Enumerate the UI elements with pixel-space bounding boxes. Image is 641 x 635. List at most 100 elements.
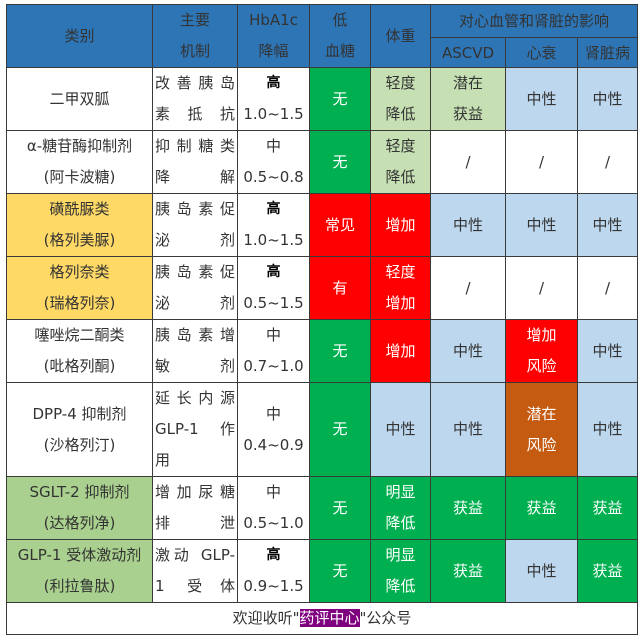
kidney-cell-line: 中性 bbox=[592, 420, 623, 438]
table-row: 格列奈类 (瑞格列奈) 胰岛素促 泌剂 高 0.5~1.5 有 轻度 增加 / / / bbox=[6, 256, 639, 320]
weight-cell-line: 轻度 bbox=[385, 137, 416, 155]
header-kidney: 肾脏病 bbox=[576, 37, 639, 68]
hypoglycemia-cell: 有 bbox=[309, 256, 371, 320]
header-hba1c-line2: 降幅 bbox=[258, 42, 289, 60]
header-ascvd: ASCVD bbox=[430, 37, 506, 68]
hba1c-cell: 高 1.0~1.5 bbox=[237, 67, 310, 131]
heart-failure-cell-line: 风险 bbox=[526, 435, 557, 454]
header-hba1c-line1: HbA1c bbox=[249, 11, 298, 29]
heart-failure-cell-line: 增加 bbox=[526, 326, 557, 344]
hypoglycemia-cell: 无 bbox=[309, 476, 371, 540]
hba1c-level: 中 bbox=[265, 137, 281, 155]
category-cell: SGLT-2 抑制剂 (达格列净) bbox=[6, 476, 153, 540]
hypoglycemia-cell-line: 常见 bbox=[324, 215, 355, 234]
kidney-cell: 中性 bbox=[576, 382, 639, 477]
hypoglycemia-cell-line: 无 bbox=[332, 561, 348, 580]
weight-cell: 明显 降低 bbox=[370, 476, 431, 540]
category-cell-line: DPP-4 抑制剂 bbox=[32, 404, 127, 423]
header-hypo-line1: 低 bbox=[332, 11, 348, 29]
kidney-cell: / bbox=[576, 256, 639, 320]
weight-cell: 明显 降低 bbox=[370, 539, 431, 603]
mechanism-cell: 改善胰岛 素抵抗 bbox=[152, 67, 238, 131]
weight-cell-line: 轻度 bbox=[385, 74, 416, 92]
heart-failure-cell-line: 获益 bbox=[526, 498, 557, 517]
mechanism-cell-line: 泌剂 bbox=[155, 294, 235, 312]
mechanism-cell-line: 素抵抗 bbox=[155, 105, 235, 123]
ascvd-cell-line: 中性 bbox=[452, 215, 483, 234]
diabetes-drug-comparison-table: 类别 主要 机制 HbA1c 降幅 低 血糖 体重 对心血管和肾脏的影响 ASC… bbox=[5, 3, 639, 635]
weight-cell-line: 降低 bbox=[385, 105, 416, 123]
kidney-cell-line: 获益 bbox=[592, 498, 623, 517]
weight-cell-line: 降低 bbox=[385, 577, 416, 595]
mechanism-cell-line: 泌剂 bbox=[155, 231, 235, 249]
category-cell-line: α-糖苷酶抑制剂 bbox=[26, 137, 133, 155]
category-cell: 二甲双胍 bbox=[6, 67, 153, 131]
weight-cell: 轻度 降低 bbox=[370, 130, 431, 194]
mechanism-cell: 增加尿糖 排泄 bbox=[152, 476, 238, 540]
ascvd-cell: / bbox=[430, 256, 506, 320]
heart-failure-cell-line: 风险 bbox=[526, 357, 557, 375]
mechanism-cell-line: 敏剂 bbox=[155, 357, 235, 375]
kidney-cell: 中性 bbox=[576, 193, 639, 257]
ascvd-cell-line: 获益 bbox=[452, 561, 483, 580]
ascvd-cell-line: 中性 bbox=[452, 420, 483, 438]
ascvd-cell: 获益 bbox=[430, 476, 506, 540]
weight-cell-line: 增加 bbox=[385, 215, 416, 234]
mechanism-cell-line: 延长内源 bbox=[155, 389, 235, 407]
category-cell-line: (吡格列酮) bbox=[43, 357, 116, 375]
hba1c-level: 高 bbox=[266, 75, 281, 91]
header-heart-failure: 心衰 bbox=[505, 37, 578, 68]
kidney-cell: 中性 bbox=[576, 319, 639, 383]
header-mechanism-line1: 主要 bbox=[179, 11, 210, 29]
ascvd-cell-line: / bbox=[465, 278, 471, 297]
hba1c-level: 中 bbox=[265, 483, 281, 501]
ascvd-cell: 中性 bbox=[430, 319, 506, 383]
table-row: 磺酰脲类 (格列美脲) 胰岛素促 泌剂 高 1.0~1.5 常见 增加 中性 中性 中性 bbox=[6, 193, 639, 257]
hba1c-range: 0.9~1.5 bbox=[243, 577, 304, 595]
weight-cell-line: 明显 bbox=[385, 546, 416, 564]
ascvd-cell-line: / bbox=[465, 152, 471, 171]
category-cell-line: (阿卡波糖) bbox=[43, 168, 116, 186]
ascvd-cell: 中性 bbox=[430, 193, 506, 257]
hypoglycemia-cell: 无 bbox=[309, 319, 371, 383]
hba1c-level: 高 bbox=[266, 201, 281, 217]
category-cell: DPP-4 抑制剂 (沙格列汀) bbox=[6, 382, 153, 477]
mechanism-cell-line: 排泄 bbox=[155, 514, 235, 532]
category-cell-line: 格列奈类 bbox=[49, 263, 110, 281]
category-cell-line: 噻唑烷二酮类 bbox=[34, 326, 125, 344]
ascvd-cell-line: 中性 bbox=[452, 341, 483, 360]
category-cell-line: SGLT-2 抑制剂 bbox=[29, 483, 130, 501]
mechanism-cell: 胰岛素增 敏剂 bbox=[152, 319, 238, 383]
hypoglycemia-cell-line: 无 bbox=[332, 152, 348, 171]
weight-cell: 增加 bbox=[370, 319, 431, 383]
hba1c-range: 0.5~1.5 bbox=[243, 294, 304, 312]
kidney-cell: 中性 bbox=[576, 67, 639, 131]
heart-failure-cell-line: 中性 bbox=[526, 89, 557, 108]
kidney-cell: 获益 bbox=[576, 476, 639, 540]
hba1c-cell: 中 0.7~1.0 bbox=[237, 319, 310, 383]
kidney-cell-line: / bbox=[604, 152, 611, 171]
mechanism-cell-line: 用 bbox=[155, 451, 171, 469]
table-row: 二甲双胍 改善胰岛 素抵抗高 1.0~1.5 无轻度 降低 潜在 获益 中性 中性 bbox=[6, 67, 639, 131]
category-cell-line: (格列美脲) bbox=[43, 231, 116, 249]
weight-cell: 轻度 增加 bbox=[370, 256, 431, 320]
ascvd-cell-line: 获益 bbox=[452, 105, 483, 123]
heart-failure-cell: 中性 bbox=[505, 539, 578, 603]
category-cell-line: (利拉鲁肽) bbox=[43, 577, 116, 595]
mechanism-cell-line: 胰岛素促 bbox=[155, 200, 235, 218]
mechanism-cell-line: 胰岛素增 bbox=[155, 326, 235, 344]
heart-failure-cell: 中性 bbox=[505, 67, 578, 131]
mechanism-cell: 胰岛素促 泌剂 bbox=[152, 256, 238, 320]
mechanism-cell-line: GLP-1 作 bbox=[155, 420, 235, 438]
weight-cell: 增加 bbox=[370, 193, 431, 257]
hypoglycemia-cell: 无 bbox=[309, 130, 371, 194]
hypoglycemia-cell-line: 无 bbox=[332, 89, 348, 108]
weight-cell: 轻度 降低 bbox=[370, 67, 431, 131]
ascvd-cell: 中性 bbox=[430, 382, 506, 477]
header-hypo-line2: 血糖 bbox=[324, 42, 355, 60]
ascvd-cell-line: 获益 bbox=[452, 498, 483, 517]
hypoglycemia-cell: 无 bbox=[309, 67, 371, 131]
heart-failure-cell-line: 中性 bbox=[526, 561, 557, 580]
weight-cell-line: 中性 bbox=[385, 420, 416, 438]
header-category: 类别 bbox=[6, 4, 153, 68]
